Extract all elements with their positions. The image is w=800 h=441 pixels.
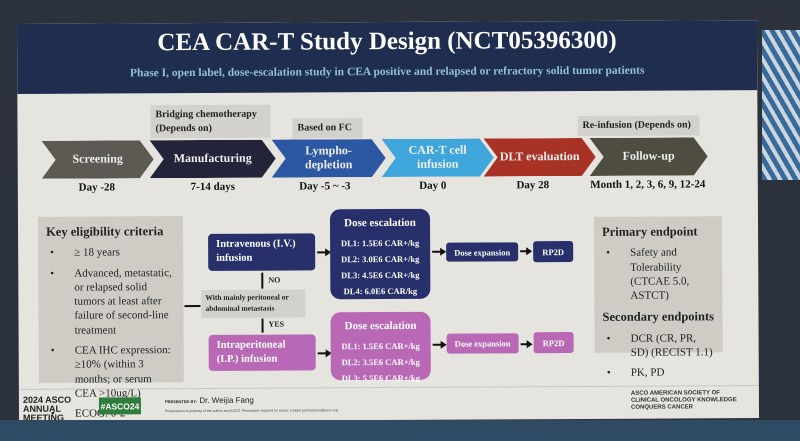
slide-title: CEA CAR-T Study Design (NCT05396300) — [157, 26, 617, 57]
criterion: ≥ 18 years — [46, 245, 175, 260]
dose-level: DL4: 6.0E6 CAR/kg — [343, 286, 418, 297]
dose-level: DL2: 3.5E6 CAR+/kg — [341, 356, 420, 368]
ip-dose-escalation: Dose escalation DL1: 1.5E6 CAR+/kg DL2: … — [330, 311, 431, 383]
step-manufacturing: Manufacturing — [150, 140, 276, 179]
secondary-endpoint: DCR (CR, PR, SD) (RECIST 1.1) — [603, 331, 715, 360]
arrow — [317, 352, 328, 355]
slide-footer: 2024 ASCO ANNUAL MEETING #ASCO24 PRESENT… — [18, 385, 760, 422]
step-screening: Screening — [42, 140, 154, 179]
ip-dose-expansion: Dose expansion — [446, 333, 519, 354]
iv-escalation-heading: Dose escalation — [344, 216, 416, 230]
arrow-up-no — [261, 272, 264, 289]
arrow — [432, 250, 443, 253]
arrow — [432, 343, 443, 346]
asco-meeting-logo: 2024 ASCO ANNUAL MEETING — [22, 394, 72, 422]
day-dlt: Day 28 — [516, 179, 550, 192]
dose-level: DL2: 3.0E6 CAR+/kg — [341, 253, 420, 265]
iv-rp2d: RP2D — [533, 241, 574, 263]
presentation-slide: CEA CAR-T Study Design (NCT05396300) Pha… — [16, 20, 760, 422]
primary-endpoint-heading: Primary endpoint — [602, 224, 698, 239]
note-fc: Based on FC — [292, 118, 363, 138]
arrow — [520, 343, 529, 346]
dose-level: DL3: 4.5E6 CAR+/kg — [341, 270, 420, 281]
step-cart-infusion: CAR-T cell infusion — [382, 138, 494, 177]
arrow — [317, 251, 328, 254]
dose-level: DL1: 1.5E6 CAR+/kg — [340, 237, 420, 249]
background-screen-edge — [762, 30, 800, 180]
ip-escalation-heading: Dose escalation — [344, 319, 417, 333]
presenter-name: Dr. Weijia Fang — [199, 395, 254, 405]
day-lymphodepletion: Day -5 ~ -3 — [299, 180, 351, 193]
day-cart: Day 0 — [419, 179, 447, 192]
day-screening: Day -28 — [78, 181, 116, 194]
dose-level: DL3: 5.5E6 CAR+/kg — [341, 373, 420, 384]
connector-line — [184, 304, 201, 308]
presented-by-label: PRESENTED BY: — [164, 399, 198, 405]
step-follow-up: Follow-up — [590, 137, 708, 176]
dose-level: DL1: 1.5E6 CAR+/kg — [341, 340, 420, 352]
day-manufacturing: 7-14 days — [190, 180, 236, 194]
label-no: NO — [268, 275, 281, 285]
iv-dose-escalation: Dose escalation DL1: 1.5E6 CAR+/kg DL2: … — [329, 208, 431, 300]
secondary-endpoint: PK, PD — [603, 366, 715, 381]
primary-endpoint: Safety and Tolerability (CTCAE 5.0, ASTC… — [602, 246, 714, 304]
label-yes: YES — [268, 319, 285, 329]
decision-box: With mainly peritoneal or abdominal meta… — [201, 289, 306, 318]
endpoints-box: Primary endpoint Safety and Tolerability… — [593, 216, 723, 379]
hashtag-badge: #ASCO24 — [98, 397, 142, 415]
disclaimer: Presentation is property of the author a… — [164, 408, 338, 414]
ip-rp2d: RP2D — [533, 332, 574, 354]
iv-route-box: Intravenous (I.V.) infusion — [208, 233, 316, 271]
criterion: Advanced, metastatic, or relapsed solid … — [46, 266, 175, 338]
eligibility-heading: Key eligibility criteria — [46, 224, 164, 239]
secondary-endpoints-heading: Secondary endpoints — [602, 309, 715, 325]
asco-logo: ASCO AMERICAN SOCIETY OF CLINICAL ONCOLO… — [630, 390, 737, 412]
step-lymphodepletion: Lympho-depletion — [272, 139, 386, 178]
ip-route-box: Intraperitoneal (I.P.) infusion — [208, 334, 316, 371]
eligibility-box: Key eligibility criteria ≥ 18 years Adva… — [37, 216, 184, 420]
arrow-down-yes — [261, 318, 264, 333]
arrow — [520, 250, 529, 253]
monitor-bezel — [0, 420, 800, 441]
step-dlt-evaluation: DLT evaluation — [484, 138, 596, 177]
presenter: PRESENTED BY: Dr. Weijia Fang — [165, 396, 254, 405]
day-follow-up: Month 1, 2, 3, 6, 9, 12-24 — [590, 178, 706, 191]
note-bridging: Bridging chemotherapy (Depends on) — [150, 104, 271, 139]
note-reinfusion: Re-infusion (Depends on) — [577, 115, 700, 136]
iv-dose-expansion: Dose expansion — [446, 242, 519, 262]
